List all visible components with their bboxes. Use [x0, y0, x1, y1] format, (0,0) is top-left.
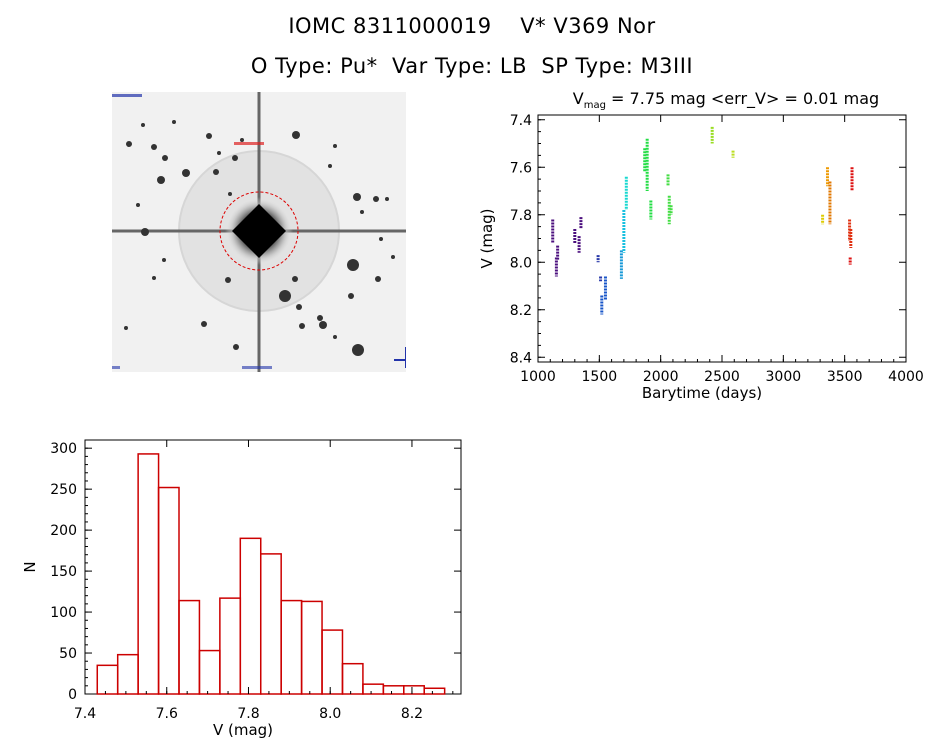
x-tick-label: 7.8: [237, 706, 259, 722]
histogram-bar: [96, 664, 119, 695]
x-tick-label: 3500: [827, 369, 863, 385]
histogram-bar: [382, 685, 405, 695]
y-tick-label: 7.8: [510, 208, 532, 224]
y-tick-label: 7.6: [510, 160, 532, 176]
y-tick-label: 8.0: [510, 255, 532, 271]
histogram-bar: [259, 553, 282, 695]
y-tick-label: 150: [50, 564, 77, 580]
y-axis-label: N: [21, 561, 39, 572]
x-axis-label: V (mag): [213, 721, 273, 739]
x-tick-label: 3000: [766, 369, 802, 385]
chart-title: Vmag = 7.75 mag <err_V> = 0.01 mag: [573, 89, 879, 111]
histogram-bar: [178, 599, 201, 695]
x-tick-label: 7.6: [156, 706, 178, 722]
histogram-bar: [116, 653, 139, 695]
histogram-bar: [362, 683, 385, 695]
y-tick-label: 8.4: [510, 350, 532, 366]
x-tick-label: 2500: [704, 369, 740, 385]
x-tick-label: 4000: [888, 369, 924, 385]
x-tick-label: 8.0: [319, 706, 341, 722]
histogram-bar: [280, 599, 303, 695]
y-tick-label: 7.4: [510, 113, 532, 129]
chart-title-star-id: IOMC 8311000019 V* V369 Nor: [288, 14, 656, 38]
y-tick-label: 250: [50, 482, 77, 498]
y-axis-label: V (mag): [478, 208, 496, 268]
histogram-bar: [321, 629, 344, 695]
y-tick-label: 50: [59, 646, 77, 662]
y-tick-label: 200: [50, 523, 77, 539]
histogram-bar: [219, 597, 242, 695]
histogram-bar: [137, 453, 160, 695]
histogram-bar: [403, 685, 425, 695]
y-tick-label: 100: [50, 605, 77, 621]
light-curve-chart: Vmag = 7.75 mag <err_V> = 0.01 mag 1000 15…: [478, 89, 924, 402]
y-tick-label: 0: [68, 687, 77, 703]
histogram-bar: [300, 600, 323, 695]
x-tick-label: 7.4: [74, 706, 96, 722]
y-tick-label: 300: [50, 441, 77, 457]
x-tick-label: 2000: [643, 369, 679, 385]
x-tick-label: 1000: [520, 369, 556, 385]
x-tick-label: 1500: [582, 369, 618, 385]
x-tick-label: 8.2: [401, 706, 423, 722]
histogram-bar: [198, 649, 221, 695]
histogram-bar: [239, 537, 262, 695]
plot-frame: [84, 439, 462, 695]
histogram-chart: 7.4 7.6 7.8 8.0 8.2 0 50 100 150 200 250 300 V (mag)…: [21, 439, 462, 739]
histogram-bar: [157, 486, 180, 695]
y-tick-label: 8.2: [510, 303, 532, 319]
x-axis-label: Barytime (days): [642, 384, 762, 402]
histogram-bar: [423, 687, 446, 695]
chart-title-star-types: O Type: Pu* Var Type: LB SP Type: M3III: [250, 54, 694, 78]
histogram-bar: [341, 662, 364, 695]
sky-image: [112, 92, 406, 372]
